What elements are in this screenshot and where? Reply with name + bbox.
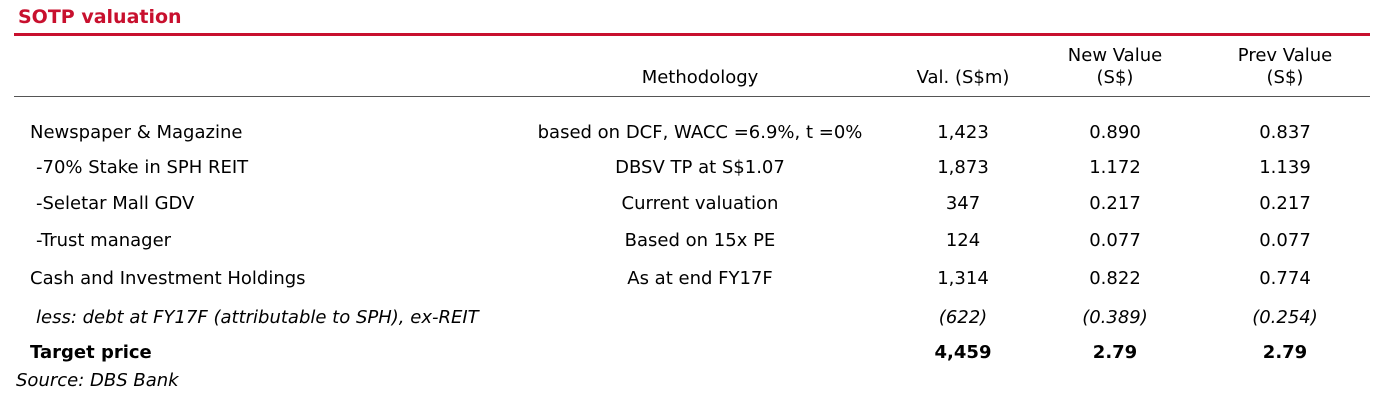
cell: 1,314 <box>937 268 989 289</box>
cell: 1.172 <box>1089 157 1141 178</box>
cell: 4,459 <box>934 342 992 363</box>
column-header: New Value (S$) <box>1067 45 1163 88</box>
cell: DBSV TP at S$1.07 <box>615 157 785 178</box>
row-label: -Trust manager <box>36 230 172 251</box>
cell: (0.389) <box>1082 307 1148 328</box>
header-rule <box>14 96 1370 97</box>
cell: 2.79 <box>1262 342 1308 363</box>
cell: 347 <box>945 193 981 214</box>
cell: 0.837 <box>1259 122 1311 143</box>
cell: 0.217 <box>1089 193 1141 214</box>
cell: 1,423 <box>937 122 989 143</box>
cell: 0.077 <box>1089 230 1141 251</box>
cell: As at end FY17F <box>627 268 773 289</box>
title: SOTP valuation <box>18 6 182 28</box>
column-header: Methodology <box>641 67 759 88</box>
cell: 0.822 <box>1089 268 1141 289</box>
cell: Based on 15x PE <box>624 230 776 251</box>
cell: 1,873 <box>937 157 989 178</box>
cell: 0.774 <box>1259 268 1311 289</box>
cell: 0.217 <box>1259 193 1311 214</box>
cell: (0.254) <box>1252 307 1318 328</box>
cell: 0.077 <box>1259 230 1311 251</box>
cell: 2.79 <box>1092 342 1138 363</box>
column-header: Prev Value (S$) <box>1237 45 1333 88</box>
row-label: Cash and Investment Holdings <box>30 268 306 289</box>
column-header: Val. (S$m) <box>916 67 1010 88</box>
title-rule <box>14 33 1370 36</box>
cell: 0.890 <box>1089 122 1141 143</box>
row-label: Target price <box>30 342 152 363</box>
cell: (622) <box>938 307 988 328</box>
row-label: Newspaper & Magazine <box>30 122 243 143</box>
cell: 124 <box>945 230 981 251</box>
source: Source: DBS Bank <box>16 370 179 391</box>
row-label: less: debt at FY17F (attributable to SPH… <box>36 307 479 328</box>
cell: based on DCF, WACC =6.9%, t =0% <box>537 122 863 143</box>
row-label: -70% Stake in SPH REIT <box>36 157 249 178</box>
row-label: -Seletar Mall GDV <box>36 193 195 214</box>
cell: 1.139 <box>1259 157 1311 178</box>
cell: Current valuation <box>621 193 779 214</box>
